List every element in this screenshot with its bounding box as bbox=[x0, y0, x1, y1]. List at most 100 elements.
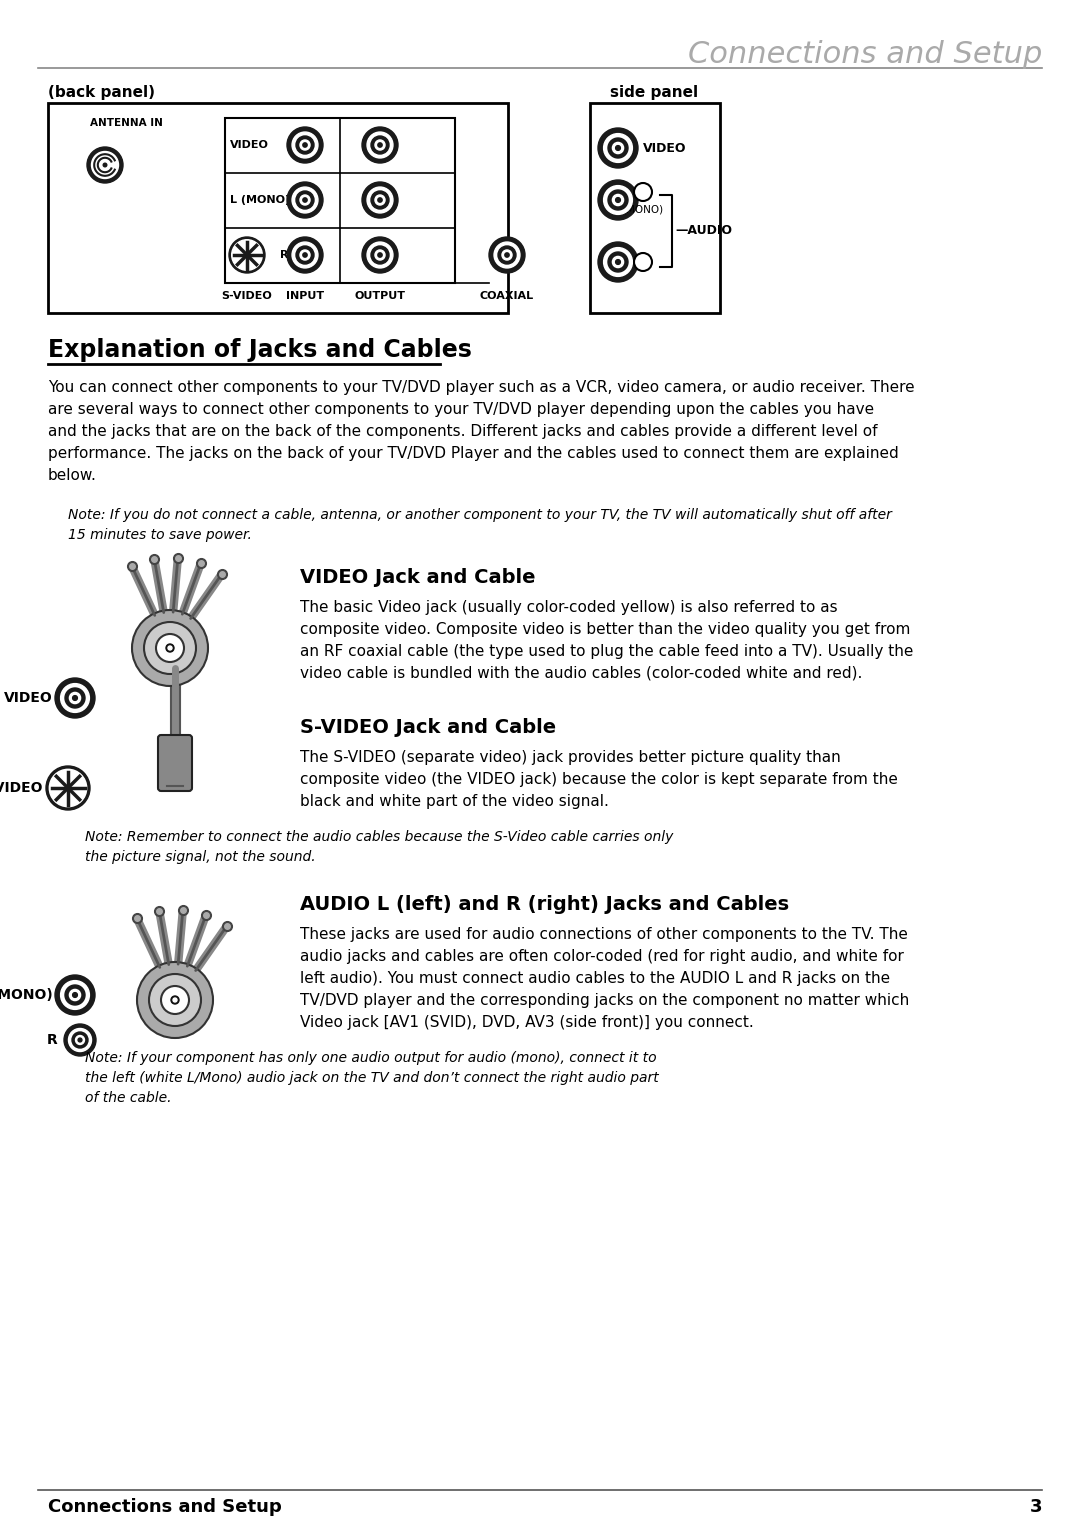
Circle shape bbox=[168, 647, 172, 650]
Text: the left (white L/Mono) audio jack on the TV and don’t connect the right audio p: the left (white L/Mono) audio jack on th… bbox=[85, 1071, 659, 1085]
Circle shape bbox=[76, 1036, 84, 1045]
Text: side panel: side panel bbox=[610, 84, 698, 100]
Text: 15 minutes to save power.: 15 minutes to save power. bbox=[68, 529, 252, 542]
Text: video cable is bundled with the audio cables (color-coded white and red).: video cable is bundled with the audio ca… bbox=[300, 666, 862, 682]
Circle shape bbox=[634, 253, 652, 271]
Circle shape bbox=[372, 136, 389, 155]
Text: COAXIAL: COAXIAL bbox=[480, 291, 535, 300]
Circle shape bbox=[634, 182, 652, 201]
Text: VIDEO: VIDEO bbox=[4, 691, 53, 705]
Text: of the cable.: of the cable. bbox=[85, 1091, 172, 1105]
Circle shape bbox=[302, 198, 307, 202]
Circle shape bbox=[612, 256, 623, 268]
Circle shape bbox=[287, 182, 323, 218]
FancyBboxPatch shape bbox=[225, 118, 455, 283]
Text: Note: Remember to connect the audio cables because the S-Video cable carries onl: Note: Remember to connect the audio cabl… bbox=[85, 830, 673, 844]
Text: L (MONO): L (MONO) bbox=[230, 195, 291, 205]
Text: Explanation of Jacks and Cables: Explanation of Jacks and Cables bbox=[48, 339, 472, 362]
Text: These jacks are used for audio connections of other components to the TV. The: These jacks are used for audio connectio… bbox=[300, 927, 908, 942]
Circle shape bbox=[498, 247, 516, 264]
Circle shape bbox=[296, 247, 314, 264]
Text: —AUDIO: —AUDIO bbox=[675, 225, 732, 237]
Circle shape bbox=[504, 253, 509, 257]
Text: audio jacks and cables are often color-coded (red for right audio, and white for: audio jacks and cables are often color-c… bbox=[300, 948, 904, 964]
Text: AUDIO L (left) and R (right) Jacks and Cables: AUDIO L (left) and R (right) Jacks and C… bbox=[300, 895, 789, 915]
Circle shape bbox=[60, 980, 90, 1010]
Text: composite video. Composite video is better than the video quality you get from: composite video. Composite video is bett… bbox=[300, 622, 910, 637]
Circle shape bbox=[378, 253, 382, 257]
Circle shape bbox=[55, 974, 95, 1016]
Text: performance. The jacks on the back of your TV/DVD Player and the cables used to : performance. The jacks on the back of yo… bbox=[48, 446, 899, 461]
Circle shape bbox=[362, 237, 399, 273]
Circle shape bbox=[161, 987, 189, 1014]
FancyBboxPatch shape bbox=[590, 103, 720, 313]
Text: You can connect other components to your TV/DVD player such as a VCR, video came: You can connect other components to your… bbox=[48, 380, 915, 395]
Circle shape bbox=[144, 622, 195, 674]
Circle shape bbox=[60, 683, 90, 712]
Text: VIDEO: VIDEO bbox=[230, 139, 269, 150]
Circle shape bbox=[292, 242, 318, 268]
Circle shape bbox=[78, 1039, 82, 1042]
FancyBboxPatch shape bbox=[48, 103, 508, 313]
Circle shape bbox=[378, 142, 382, 147]
Text: TV/DVD player and the corresponding jacks on the component no matter which: TV/DVD player and the corresponding jack… bbox=[300, 993, 909, 1008]
Circle shape bbox=[92, 152, 119, 179]
Circle shape bbox=[173, 997, 177, 1002]
Circle shape bbox=[149, 974, 201, 1026]
Circle shape bbox=[604, 185, 633, 214]
Text: The basic Video jack (usually color-coded yellow) is also referred to as: The basic Video jack (usually color-code… bbox=[300, 601, 838, 614]
Circle shape bbox=[608, 190, 627, 210]
Circle shape bbox=[494, 242, 519, 268]
Circle shape bbox=[372, 247, 389, 264]
Circle shape bbox=[378, 198, 382, 202]
Text: 3: 3 bbox=[1029, 1498, 1042, 1517]
Text: S-VIDEO Jack and Cable: S-VIDEO Jack and Cable bbox=[300, 719, 556, 737]
Circle shape bbox=[65, 985, 85, 1005]
Circle shape bbox=[72, 1033, 87, 1048]
Text: an RF coaxial cable (the type used to plug the cable feed into a TV). Usually th: an RF coaxial cable (the type used to pl… bbox=[300, 643, 914, 659]
Text: (MONO): (MONO) bbox=[622, 204, 663, 214]
Circle shape bbox=[300, 139, 310, 150]
Circle shape bbox=[69, 692, 81, 703]
Text: VIDEO: VIDEO bbox=[643, 141, 687, 155]
Text: Connections and Setup: Connections and Setup bbox=[48, 1498, 282, 1517]
Circle shape bbox=[72, 993, 78, 997]
Circle shape bbox=[604, 133, 633, 162]
Circle shape bbox=[612, 142, 623, 153]
Circle shape bbox=[367, 187, 393, 213]
Text: VIDEO Jack and Cable: VIDEO Jack and Cable bbox=[300, 568, 536, 587]
Circle shape bbox=[604, 248, 633, 276]
Circle shape bbox=[232, 239, 262, 270]
Circle shape bbox=[502, 250, 512, 260]
Circle shape bbox=[72, 696, 78, 700]
Circle shape bbox=[50, 769, 86, 807]
Circle shape bbox=[300, 250, 310, 260]
Text: R: R bbox=[280, 250, 288, 260]
Circle shape bbox=[489, 237, 525, 273]
Circle shape bbox=[132, 610, 208, 686]
Text: left audio). You must connect audio cables to the AUDIO L and R jacks on the: left audio). You must connect audio cabl… bbox=[300, 971, 890, 987]
Circle shape bbox=[616, 259, 620, 265]
Circle shape bbox=[166, 643, 174, 653]
Circle shape bbox=[367, 242, 393, 268]
Circle shape bbox=[616, 198, 620, 202]
Circle shape bbox=[598, 179, 638, 221]
Circle shape bbox=[66, 786, 70, 791]
Circle shape bbox=[245, 253, 249, 257]
Text: Connections and Setup: Connections and Setup bbox=[688, 40, 1042, 69]
Text: composite video (the VIDEO jack) because the color is kept separate from the: composite video (the VIDEO jack) because… bbox=[300, 772, 897, 787]
Text: L(MONO): L(MONO) bbox=[0, 988, 53, 1002]
Circle shape bbox=[375, 139, 386, 150]
Text: S-VIDEO: S-VIDEO bbox=[221, 291, 272, 300]
Text: Video jack [AV1 (SVID), DVD, AV3 (side front)] you connect.: Video jack [AV1 (SVID), DVD, AV3 (side f… bbox=[300, 1016, 754, 1030]
Circle shape bbox=[87, 147, 123, 182]
Circle shape bbox=[104, 164, 107, 167]
Circle shape bbox=[287, 237, 323, 273]
Circle shape bbox=[367, 132, 393, 158]
Circle shape bbox=[302, 142, 307, 147]
Text: L: L bbox=[639, 187, 646, 198]
Text: S-VIDEO: S-VIDEO bbox=[0, 781, 43, 795]
Text: Note: If your component has only one audio output for audio (mono), connect it t: Note: If your component has only one aud… bbox=[85, 1051, 657, 1065]
Text: the picture signal, not the sound.: the picture signal, not the sound. bbox=[85, 850, 315, 864]
Circle shape bbox=[64, 1023, 96, 1056]
